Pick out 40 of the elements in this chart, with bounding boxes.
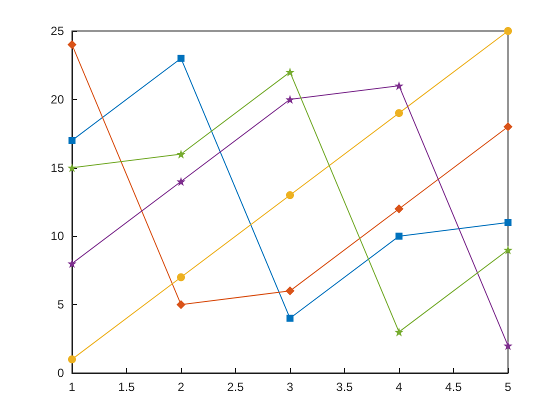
y-tick-label: 25 <box>50 24 64 38</box>
point <box>286 314 294 322</box>
y-tick-label: 0 <box>57 366 64 380</box>
point <box>176 150 186 159</box>
point <box>176 176 186 186</box>
point <box>504 219 512 226</box>
point <box>286 191 294 200</box>
y-tick-label: 10 <box>50 229 64 244</box>
x-tick-label: 1 <box>68 380 76 394</box>
point <box>394 204 404 214</box>
point <box>178 54 184 62</box>
point <box>176 300 186 310</box>
point <box>68 163 76 172</box>
x-tick-label: 2.5 <box>227 380 244 394</box>
x-tick-label: 4 <box>396 380 403 394</box>
y-tick-label: 15 <box>50 160 64 175</box>
point <box>68 355 76 364</box>
point <box>68 259 76 268</box>
point <box>68 40 76 50</box>
x-tick-label: 2 <box>178 380 185 394</box>
point <box>396 232 402 240</box>
point <box>504 245 512 254</box>
x-tick-label: 3 <box>286 380 294 394</box>
point <box>504 27 512 35</box>
point <box>394 81 404 90</box>
x-tick-label: 5 <box>504 380 512 394</box>
x-tick-label: 4.5 <box>445 380 462 394</box>
y-tick-label: 20 <box>50 92 64 106</box>
point <box>177 273 185 282</box>
point <box>286 94 294 104</box>
x-tick-label: 3.5 <box>336 380 354 394</box>
point <box>395 109 403 118</box>
point <box>504 122 512 132</box>
point <box>394 327 404 336</box>
x-tick-label: 1.5 <box>118 380 136 394</box>
point <box>286 68 294 77</box>
point <box>68 136 76 144</box>
point <box>286 286 294 296</box>
point <box>504 341 512 350</box>
y-tick-label: 5 <box>57 298 64 312</box>
